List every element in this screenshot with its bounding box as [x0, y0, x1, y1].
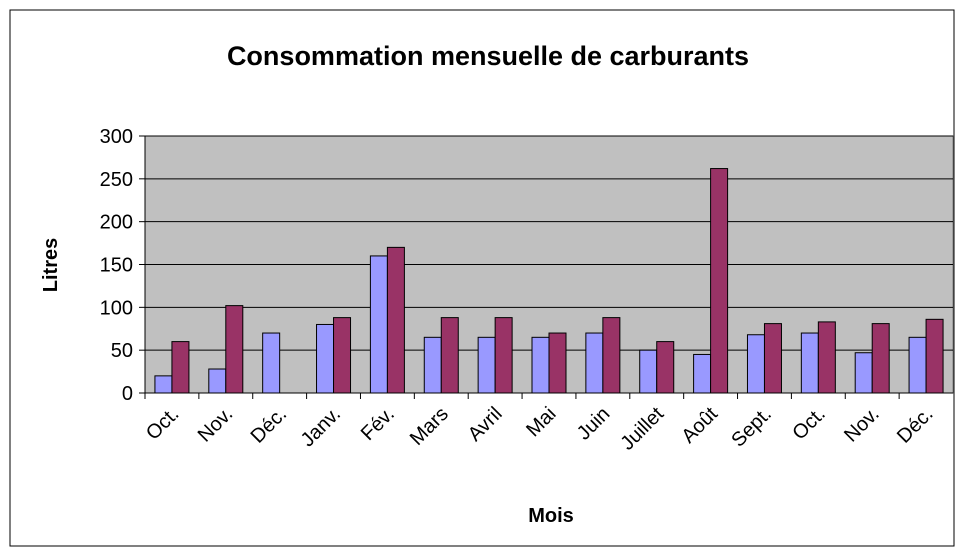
bar [602, 317, 621, 394]
bar [925, 318, 944, 394]
bar [854, 352, 873, 394]
y-tick-label: 250 [100, 169, 133, 191]
y-axis-label: Litres [40, 238, 62, 292]
bar [316, 323, 335, 394]
y-tick-label: 150 [100, 255, 133, 277]
bar [531, 336, 550, 394]
y-tick-label: 0 [122, 383, 133, 405]
bar [477, 336, 496, 394]
bar [369, 255, 388, 394]
chart-title: Consommation mensuelle de carburants [227, 41, 749, 71]
bar [871, 323, 890, 394]
bar [208, 368, 227, 394]
y-tick-label: 300 [100, 126, 133, 148]
bar [817, 321, 836, 394]
bar [154, 375, 173, 394]
bar [423, 336, 442, 394]
bar [171, 341, 190, 394]
bar [908, 336, 927, 394]
y-tick-label: 200 [100, 212, 133, 234]
bar [800, 332, 819, 394]
bar [763, 323, 782, 394]
x-axis-label: Mois [528, 505, 574, 527]
bar [262, 332, 281, 394]
bar [333, 317, 352, 394]
y-tick-label: 100 [100, 297, 133, 319]
bar [440, 317, 459, 394]
bar [656, 341, 675, 394]
bar [494, 317, 513, 394]
bar [225, 305, 244, 394]
bar [386, 246, 405, 394]
y-tick-label: 50 [111, 340, 133, 362]
bar [548, 332, 567, 394]
bar [746, 334, 765, 394]
bar [693, 353, 712, 394]
bar [585, 332, 604, 394]
bar [710, 168, 729, 394]
bar [639, 349, 658, 394]
